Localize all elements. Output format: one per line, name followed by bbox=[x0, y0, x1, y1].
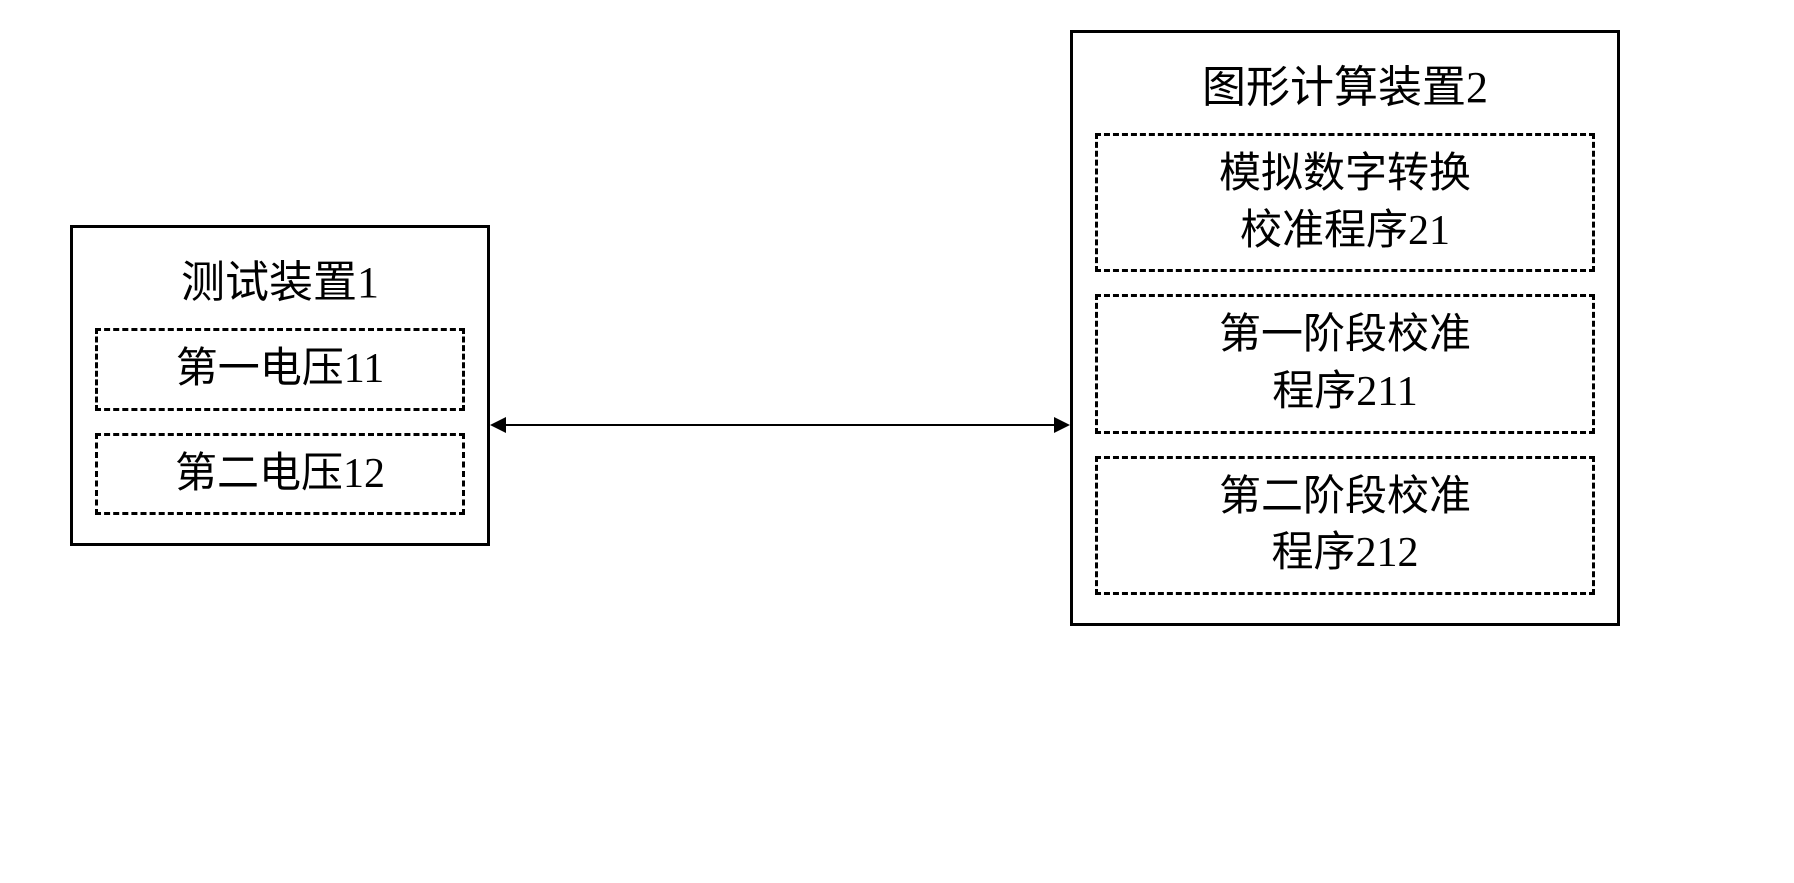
adc-calibration-program-label: 模拟数字转换 校准程序21 bbox=[1110, 146, 1580, 259]
graphics-compute-device-box: 图形计算装置2 模拟数字转换 校准程序21 第一阶段校准 程序211 第二阶段校… bbox=[1070, 30, 1620, 626]
first-voltage-label: 第一电压11 bbox=[110, 341, 450, 398]
phase1-calibration-line1: 第一阶段校准 bbox=[1110, 307, 1580, 364]
test-device-title: 测试装置1 bbox=[95, 246, 465, 310]
phase2-calibration-program-label: 第二阶段校准 程序212 bbox=[1110, 469, 1580, 582]
adc-calibration-line1: 模拟数字转换 bbox=[1110, 146, 1580, 203]
phase2-calibration-program-box: 第二阶段校准 程序212 bbox=[1095, 456, 1595, 595]
adc-calibration-program-box: 模拟数字转换 校准程序21 bbox=[1095, 133, 1595, 272]
diagram-root: 测试装置1 第一电压11 第二电压12 图形计算装置2 模拟数字转换 校准程序2… bbox=[0, 0, 1794, 883]
first-voltage-box: 第一电压11 bbox=[95, 328, 465, 411]
second-voltage-box: 第二电压12 bbox=[95, 433, 465, 516]
phase2-calibration-line2: 程序212 bbox=[1110, 525, 1580, 582]
graphics-compute-device-title: 图形计算装置2 bbox=[1095, 51, 1595, 115]
connector-arrow bbox=[490, 410, 1070, 440]
test-device-box: 测试装置1 第一电压11 第二电压12 bbox=[70, 225, 490, 546]
adc-calibration-line2: 校准程序21 bbox=[1110, 203, 1580, 260]
phase1-calibration-program-label: 第一阶段校准 程序211 bbox=[1110, 307, 1580, 420]
second-voltage-label: 第二电压12 bbox=[110, 446, 450, 503]
double-arrow-icon bbox=[490, 410, 1070, 440]
phase1-calibration-line2: 程序211 bbox=[1110, 364, 1580, 421]
phase1-calibration-program-box: 第一阶段校准 程序211 bbox=[1095, 294, 1595, 433]
phase2-calibration-line1: 第二阶段校准 bbox=[1110, 469, 1580, 526]
